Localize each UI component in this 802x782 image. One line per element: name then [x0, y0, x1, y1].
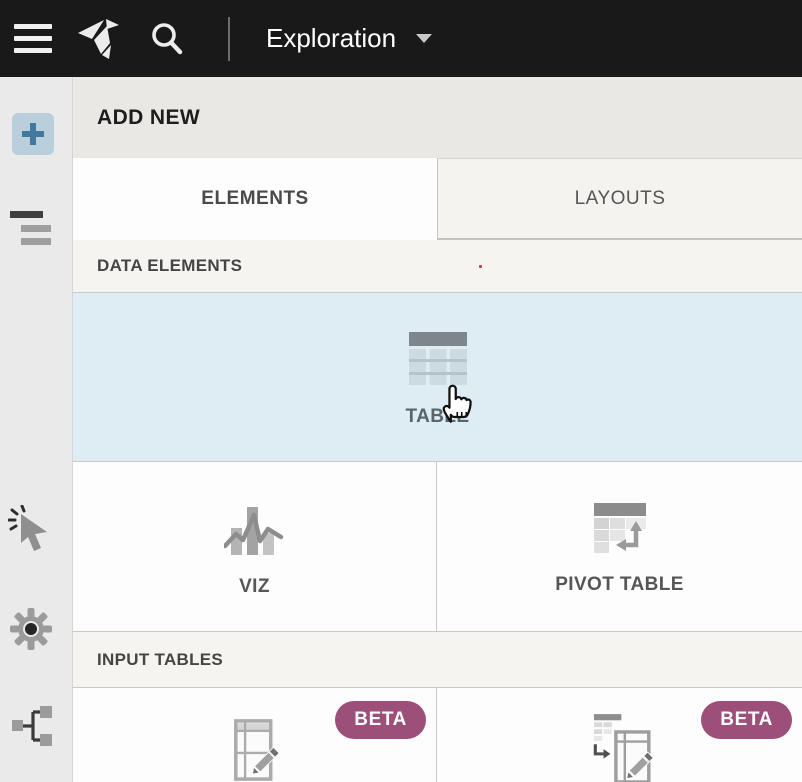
settings-gear-icon[interactable]: [9, 607, 53, 656]
element-pivot-table-label: PIVOT TABLE: [555, 574, 684, 595]
hamburger-bar: [14, 36, 52, 41]
click-cursor-tool-icon[interactable]: [7, 504, 54, 558]
input-tables-row: BETA BETA: [73, 688, 802, 782]
beta-badge: BETA: [701, 701, 792, 739]
tab-elements-label: ELEMENTS: [201, 188, 309, 209]
outline-bar: [21, 225, 51, 232]
add-new-button[interactable]: [12, 113, 54, 155]
add-new-panel: ADD NEW ELEMENTS LAYOUTS DATA ELEMENTS: [73, 77, 802, 782]
element-pivot-table[interactable]: PIVOT TABLE: [437, 462, 802, 631]
app-body: ADD NEW ELEMENTS LAYOUTS DATA ELEMENTS: [0, 77, 802, 782]
hamburger-bar: [14, 48, 52, 53]
tab-bar: ELEMENTS LAYOUTS: [73, 158, 802, 240]
left-rail: [0, 77, 73, 782]
workspace-title-dropdown[interactable]: Exploration: [266, 23, 433, 54]
lineage-branch-icon[interactable]: [10, 703, 54, 754]
tab-layouts[interactable]: LAYOUTS: [437, 158, 802, 240]
sigma-logo-icon[interactable]: [76, 18, 122, 60]
topbar: Exploration: [0, 0, 802, 77]
hamburger-menu-icon[interactable]: [14, 24, 52, 53]
panel-header: ADD NEW: [73, 77, 802, 158]
element-linked-input-table[interactable]: BETA: [437, 688, 802, 782]
section-input-tables-label: INPUT TABLES: [97, 649, 224, 669]
section-input-tables: INPUT TABLES: [73, 632, 802, 688]
tab-elements[interactable]: ELEMENTS: [73, 158, 437, 240]
tab-layouts-label: LAYOUTS: [574, 187, 666, 209]
section-data-elements: DATA ELEMENTS: [73, 240, 802, 293]
page-outline-icon[interactable]: [10, 208, 52, 246]
outline-bar: [10, 211, 43, 218]
pivot-table-icon: [593, 503, 646, 553]
element-table-label: TABLE: [405, 406, 470, 427]
viz-chart-icon: [223, 507, 283, 555]
workspace-title: Exploration: [266, 23, 397, 53]
topbar-divider: [228, 16, 230, 61]
table-icon: [408, 332, 467, 385]
plus-icon: [22, 123, 44, 145]
section-data-elements-label: DATA ELEMENTS: [97, 256, 243, 275]
element-viz-label: VIZ: [239, 576, 270, 597]
element-empty-input-table[interactable]: BETA: [73, 688, 437, 782]
panel-title: ADD NEW: [97, 105, 201, 129]
outline-bar: [21, 238, 51, 245]
hamburger-bar: [14, 24, 52, 29]
linked-input-table-icon: [593, 714, 654, 782]
beta-badge: BETA: [335, 701, 426, 739]
empty-input-table-icon: [233, 719, 280, 781]
element-viz[interactable]: VIZ: [73, 462, 437, 631]
element-table[interactable]: TABLE: [73, 293, 802, 462]
red-dot-artifact: [479, 265, 482, 268]
elements-row: VIZ PIVOT TABLE: [73, 462, 802, 632]
chevron-down-icon: [416, 34, 433, 43]
search-icon[interactable]: [150, 21, 184, 57]
